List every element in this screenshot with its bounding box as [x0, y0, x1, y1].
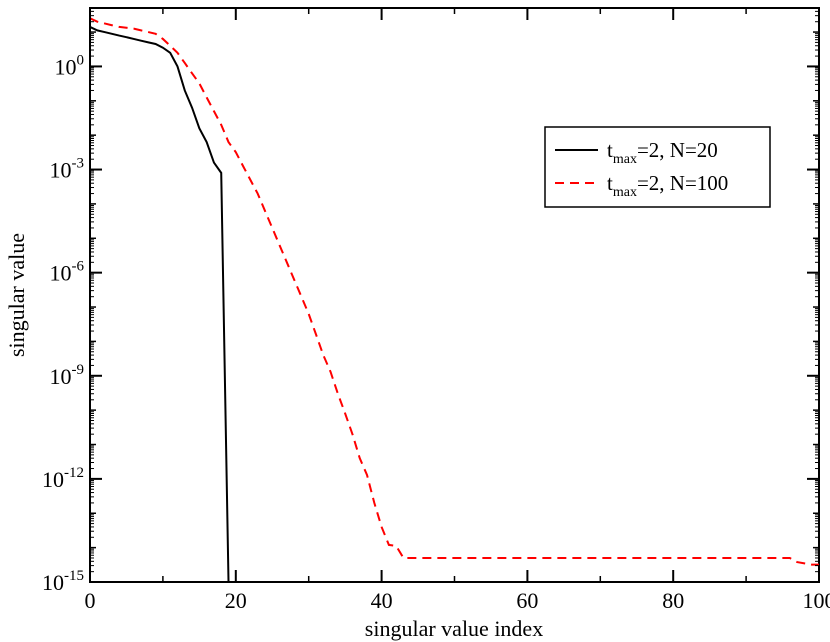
legend-entry-n20: tmax=2, N=20 [607, 138, 718, 167]
y-tick-label-2: 10-6 [50, 259, 85, 286]
x-tick-label-5: 100 [803, 588, 830, 613]
y-axis-label: singular value [4, 233, 29, 357]
series-line-1 [89, 17, 819, 566]
x-tick-label-4: 80 [662, 588, 684, 613]
legend: tmax=2, N=20 tmax=2, N=100 [544, 126, 771, 208]
x-axis-label: singular value index [365, 616, 543, 641]
tick-layer: 0 20 40 60 80 100 100 10-3 10-6 10-9 10-12 10-15 [42, 7, 830, 613]
y-tick-label-5: 10-15 [42, 568, 84, 595]
y-tick-label-1: 10-3 [50, 156, 85, 183]
y-tick-label-3: 10-9 [50, 362, 85, 389]
x-tick-label-1: 20 [225, 588, 247, 613]
legend-box [544, 126, 771, 208]
x-tick-label-3: 60 [516, 588, 538, 613]
series-line-0 [89, 26, 230, 583]
x-tick-label-0: 0 [85, 588, 96, 613]
y-tick-label-4: 10-12 [42, 465, 84, 492]
series-layer [89, 17, 819, 583]
y-tick-label-0: 100 [55, 52, 85, 79]
plot-frame [89, 7, 820, 583]
x-tick-label-2: 40 [371, 588, 393, 613]
legend-entry-n100: tmax=2, N=100 [607, 171, 728, 200]
